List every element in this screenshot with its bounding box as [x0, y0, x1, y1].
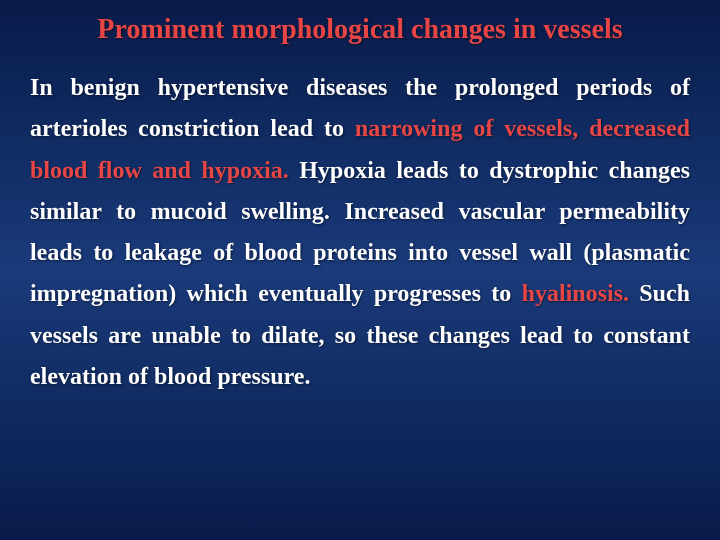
slide-title: Prominent morphological changes in vesse…: [30, 14, 690, 46]
body-paragraph: In benign hypertensive diseases the prol…: [30, 68, 690, 398]
highlight-hyalinosis: hyalinosis: [522, 281, 623, 307]
